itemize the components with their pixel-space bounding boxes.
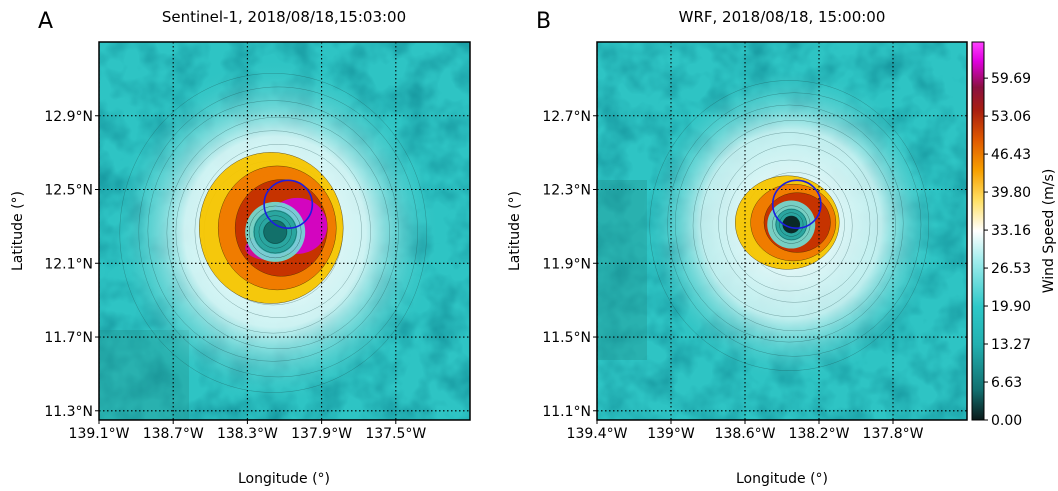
panel-a-contour-line — [194, 144, 362, 318]
panel-b-x-tick-label: 138.2°W — [789, 426, 850, 442]
colorbar-tick-label: 59.69 — [991, 71, 1031, 87]
panel-a-y-tick-label: 11.3°N — [44, 404, 93, 420]
colorbar-tick-label: 39.80 — [991, 185, 1031, 201]
panel-b-contour-line — [649, 80, 929, 371]
colorbar-tick-label: 33.16 — [991, 223, 1031, 239]
colorbar-tick-label: 46.43 — [991, 147, 1031, 163]
panel-a-grid — [99, 42, 470, 420]
panel-a-x-tick-label: 138.7°W — [143, 426, 204, 442]
colorbar-ticks: 0.00 6.63 13.27 19.90 26.53 33.16 39.80 46.43 53… — [984, 71, 1031, 429]
panel-a-circle-group — [263, 179, 314, 230]
panel-a-x-tick-label: 137.5°W — [365, 426, 426, 442]
panel-b-map — [597, 42, 967, 420]
panel-b-xlabel: Longitude (°) — [736, 471, 828, 487]
colorbar-tick-label: 26.53 — [991, 261, 1031, 277]
panel-b-eye-contour — [775, 208, 807, 241]
panel-a-map — [99, 42, 470, 420]
colorbar-tick-label: 13.27 — [991, 337, 1031, 353]
panel-a-eye-contour — [249, 205, 302, 259]
panel-a-eye — [263, 219, 288, 245]
colorbar-tick-label: 53.06 — [991, 109, 1031, 125]
panel-b-x-tick-label: 138.6°W — [715, 426, 776, 442]
panel-b-contour-line — [726, 159, 853, 292]
panel-b-ylabel: Latitude (°) — [507, 191, 523, 271]
panel-b-y-tick-label: 11.5°N — [542, 330, 591, 346]
panel-b-y-tick-label: 12.3°N — [542, 183, 591, 199]
panel-b-y-tick-label: 11.9°N — [542, 256, 591, 272]
panel-a-highlight-circle — [263, 179, 314, 230]
panel-a-title: Sentinel-1, 2018/08/18,15:03:00 — [162, 8, 406, 26]
panel-b-contour-line — [675, 104, 904, 343]
panel-label-a: A — [38, 9, 53, 34]
panel-a-y-tick-label: 12.9°N — [44, 109, 93, 125]
panel-b-y-ticks: 11.1°N 11.5°N 11.9°N 12.3°N 12.7°N — [542, 109, 597, 420]
panel-b-eye-contour — [779, 212, 804, 237]
panel-b-dark-patch — [597, 180, 647, 360]
panel-b-title: WRF, 2018/08/18, 15:00:00 — [679, 8, 886, 26]
panel-b-circle-group — [771, 179, 822, 230]
panel-a-contour-line — [166, 116, 390, 350]
panel-a-y-ticks: 11.3°N 11.7°N 12.1°N 12.5°N 12.9°N — [44, 109, 99, 420]
panel-a-storm — [110, 58, 441, 406]
panel-a-contour-line — [119, 73, 427, 393]
panel-b-y-tick-label: 12.7°N — [542, 109, 591, 125]
panel-a-contour-line — [138, 86, 418, 378]
panel-b-frame — [596, 41, 968, 421]
panel-a-x-tick-label: 139.1°W — [69, 426, 130, 442]
colorbar-label: Wind Speed (m/s) — [1041, 169, 1057, 294]
panel-b-x-ticks: 139.4°W 139°W 138.6°W 138.2°W 137.8°W — [567, 420, 924, 442]
panel-b-x-tick-label: 139.4°W — [567, 426, 628, 442]
panel-a-eye-contour — [263, 220, 287, 244]
colorbar-tick-label: 6.63 — [991, 375, 1022, 391]
panel-a-contour-line — [175, 130, 371, 334]
panel-a-contour-line — [147, 100, 399, 362]
panel-b-contour-line — [718, 144, 871, 303]
panel-a-ylabel: Latitude (°) — [10, 191, 26, 271]
panel-b-contour-line — [667, 92, 922, 357]
panel-a-y-tick-label: 12.1°N — [44, 256, 93, 272]
panel-label-b: B — [536, 9, 551, 34]
colorbar-tick-label: 19.90 — [991, 299, 1031, 315]
panel-b-contour-line — [692, 119, 896, 332]
panel-a-y-tick-label: 12.5°N — [44, 183, 93, 199]
panel-a-eye-contour — [253, 210, 297, 254]
colorbar: 0.00 6.63 13.27 19.90 26.53 33.16 39.80 46.43 53… — [971, 41, 1057, 429]
panel-a-xlabel: Longitude (°) — [238, 471, 330, 487]
panel-a-x-tick-label: 137.9°W — [291, 426, 352, 442]
panel-a-x-tick-label: 138.3°W — [217, 426, 278, 442]
panel-b-storm — [641, 67, 942, 383]
panel-b-x-tick-label: 139°W — [647, 426, 695, 442]
colorbar-tick-label: 0.00 — [991, 413, 1022, 429]
colorbar-gradient — [971, 41, 985, 421]
panel-a-x-ticks: 139.1°W 138.7°W 138.3°W 137.9°W 137.5°W — [69, 420, 426, 442]
panel-b-x-tick-label: 137.8°W — [863, 426, 924, 442]
panel-b-highlight-circle — [771, 179, 822, 230]
panel-b-y-tick-label: 11.1°N — [542, 404, 591, 420]
panel-b-grid — [597, 42, 967, 420]
panel-a-eye-contour — [258, 215, 292, 249]
panel-b: B WRF, 2018/08/18, 15:00:00 139.4°W 139°W… — [507, 8, 968, 487]
panel-a-frame — [98, 41, 471, 421]
panel-a: A Sentinel-1, 2018/08/18,15:03:00 139.1°… — [10, 8, 471, 487]
panel-a-y-tick-label: 11.7°N — [44, 330, 93, 346]
panel-b-contour-line — [700, 132, 878, 317]
